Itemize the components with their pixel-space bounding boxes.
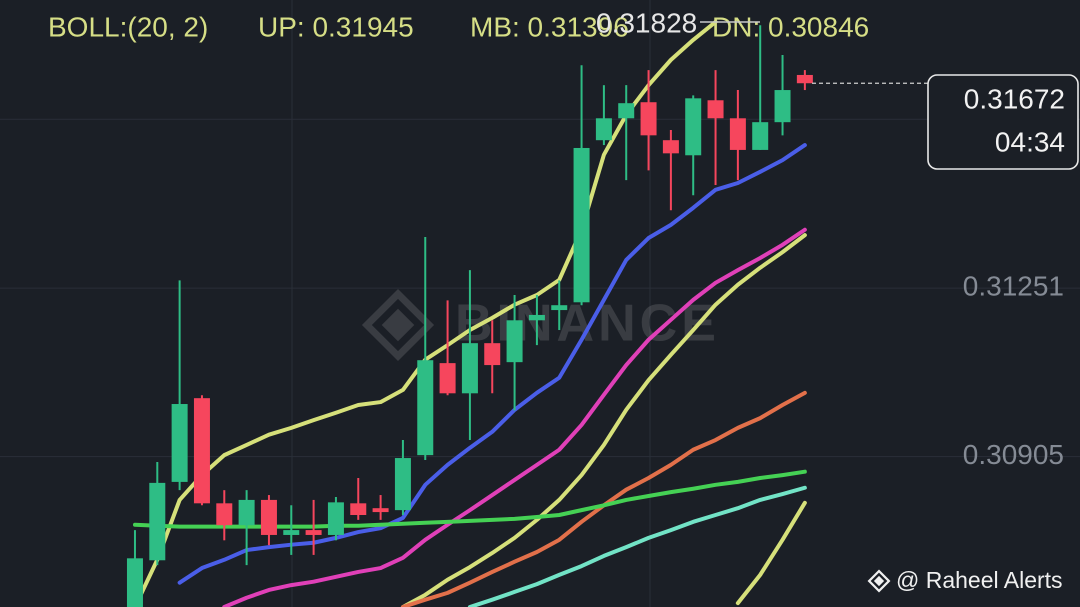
indicator-line: [222, 227, 807, 607]
candle-body: [573, 147, 590, 303]
candle-body: [618, 103, 635, 119]
candle-body: [461, 343, 478, 394]
candle-body: [372, 508, 389, 513]
current-price-box: [927, 74, 1079, 170]
indicator-label: UP: 0.31945: [258, 11, 414, 42]
indicator-label: MB: 0.31396: [470, 11, 629, 42]
candle-body: [394, 458, 411, 511]
candle-body: [484, 343, 501, 366]
candle-body: [126, 558, 143, 607]
candle-body: [685, 98, 702, 156]
watermark-logo: [361, 288, 435, 362]
credit-text: @ Raheel Alerts: [896, 567, 1063, 593]
watermark-text: BINANCE: [455, 295, 720, 353]
candle-body: [506, 320, 523, 363]
candle-body: [796, 74, 813, 84]
candle-body: [350, 503, 367, 516]
candle-body: [528, 314, 545, 321]
current-price-label: 0.31672: [964, 83, 1065, 114]
candle-body: [305, 530, 322, 535]
candle-body: [193, 398, 210, 504]
high-label: 0.31828: [596, 7, 697, 38]
current-price: 0.31672 04:34: [812, 74, 1079, 170]
indicator-line: [177, 143, 807, 585]
candle-body: [439, 363, 456, 394]
candle-body: [729, 118, 746, 150]
y-tick-label: 0.30905: [963, 439, 1064, 470]
indicator-line: [467, 485, 807, 607]
credit: @ Raheel Alerts: [867, 567, 1063, 593]
countdown: 04:34: [995, 126, 1065, 157]
credit-icon: [867, 569, 891, 593]
candle-body: [662, 140, 679, 154]
candle-body: [707, 100, 724, 119]
candle-body: [216, 503, 233, 526]
candle-body: [774, 90, 791, 123]
indicator-lines: [132, 19, 807, 607]
header: BOLL:(20, 2) UP: 0.31945 MB: 0.31396 DN:…: [48, 7, 869, 42]
candle-body: [327, 502, 344, 535]
candles: [126, 25, 813, 607]
candle-body: [640, 102, 657, 136]
candle-body: [260, 499, 277, 535]
candle-body: [417, 360, 434, 456]
candle-body: [551, 305, 568, 311]
indicator-label: BOLL:(20, 2): [48, 11, 208, 42]
candle-body: [238, 499, 255, 526]
y-tick-label: 0.31251: [963, 271, 1064, 302]
candle-body: [283, 530, 300, 535]
indicator-line: [735, 500, 807, 606]
candle-body: [149, 482, 166, 561]
indicator-line: [400, 233, 807, 607]
watermark: BINANCE: [361, 288, 720, 362]
candle-body: [171, 404, 188, 482]
candle-body: [752, 122, 769, 150]
candle-body: [595, 118, 612, 141]
indicator-label: DN: 0.30846: [712, 11, 869, 42]
